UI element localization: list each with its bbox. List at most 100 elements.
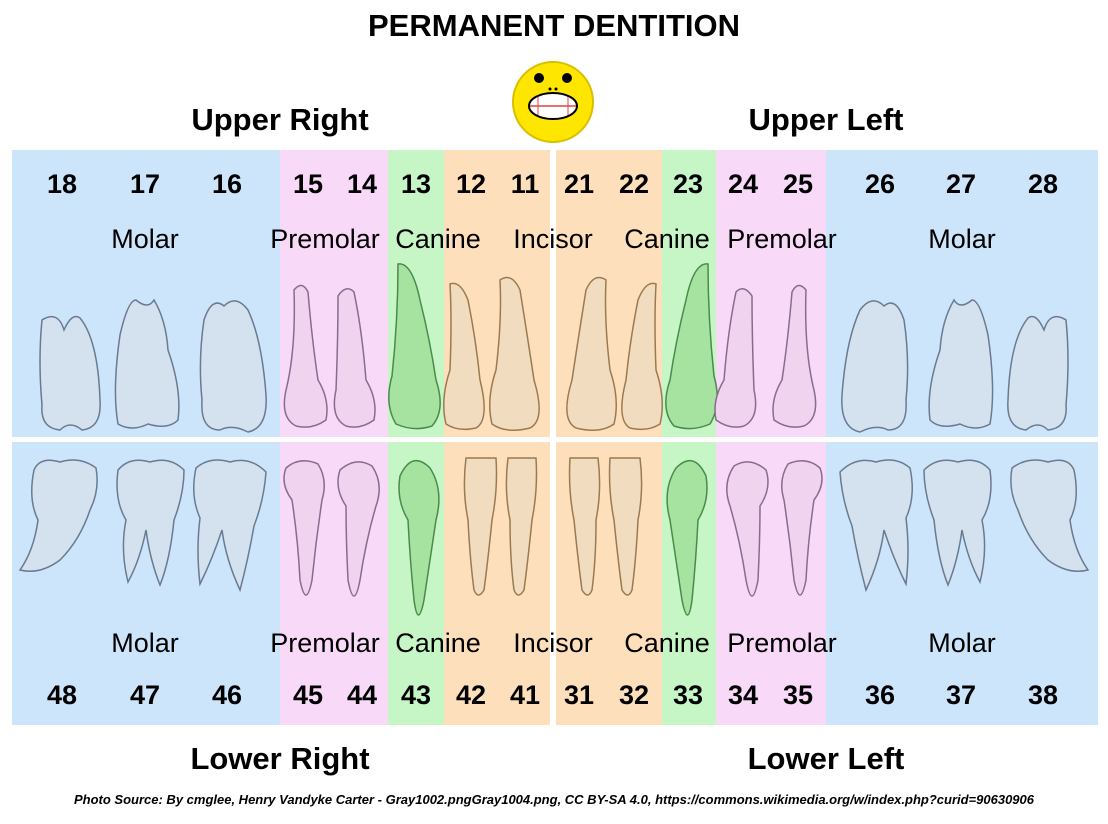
tooth-number: 31 — [563, 680, 595, 710]
tooth-number: 25 — [782, 169, 814, 199]
incisor-tooth-42 — [463, 457, 498, 596]
upper-left-molars — [841, 298, 1069, 433]
canine-tooth-33 — [666, 459, 708, 616]
type-label-molar: Molar — [928, 628, 996, 658]
tooth-number: 23 — [672, 169, 704, 199]
tooth-number: 32 — [618, 680, 650, 710]
page-title: PERMANENT DENTITION — [368, 8, 740, 43]
upper-incisors — [443, 276, 663, 431]
lower-left-canine — [666, 459, 708, 616]
molar-tooth-28 — [1007, 315, 1069, 431]
tooth-number: 46 — [211, 680, 243, 710]
premolar-tooth-44 — [337, 461, 380, 597]
quadrant-upper-right: Upper Right — [191, 102, 369, 137]
upper-right-canine — [388, 263, 441, 430]
incisor-tooth-22 — [621, 282, 663, 431]
tooth-number: 26 — [864, 169, 896, 199]
molar-tooth-26 — [841, 300, 909, 433]
photo-source-credit: Photo Source: By cmglee, Henry Vandyke C… — [73, 792, 1034, 807]
canine-tooth-23 — [665, 263, 718, 430]
type-label-premolar: Premolar — [727, 628, 837, 658]
incisor-tooth-11 — [489, 276, 540, 431]
tooth-number: 17 — [129, 169, 161, 199]
type-label-premolar: Premolar — [270, 628, 380, 658]
quadrant-lower-right: Lower Right — [190, 741, 370, 776]
premolar-tooth-24 — [714, 288, 757, 428]
tooth-number: 12 — [455, 169, 487, 199]
incisor-tooth-32 — [608, 457, 643, 596]
upper-left-canine — [665, 263, 718, 430]
molar-tooth-46 — [193, 459, 267, 593]
incisor-tooth-12 — [443, 282, 485, 431]
midline-divider — [550, 150, 556, 725]
type-label-canine: Canine — [624, 628, 710, 658]
lower-left-premolars — [726, 460, 823, 597]
tooth-number: 14 — [346, 169, 378, 199]
tooth-number: 42 — [455, 680, 487, 710]
tooth-number: 43 — [400, 680, 432, 710]
canine-tooth-13 — [388, 263, 441, 430]
tooth-number: 48 — [46, 680, 78, 710]
type-label-incisor: Incisor — [513, 224, 593, 254]
premolar-tooth-14 — [333, 288, 376, 428]
molar-tooth-36 — [839, 459, 913, 593]
premolar-tooth-35 — [781, 460, 823, 596]
incisor-tooth-21 — [566, 276, 617, 431]
incisor-tooth-41 — [505, 457, 538, 596]
type-label-molar: Molar — [111, 224, 179, 254]
tooth-number: 28 — [1027, 169, 1059, 199]
tooth-number: 47 — [129, 680, 161, 710]
tooth-number: 36 — [864, 680, 896, 710]
tooth-number: 33 — [672, 680, 704, 710]
tooth-number: 27 — [945, 169, 977, 199]
smiley-face-icon — [512, 61, 594, 143]
lower-right-premolars — [283, 460, 380, 597]
molar-tooth-48 — [18, 459, 98, 572]
type-label-molar: Molar — [111, 628, 179, 658]
molar-tooth-37 — [923, 459, 992, 588]
tooth-number: 22 — [618, 169, 650, 199]
molar-tooth-17 — [114, 298, 180, 429]
upper-right-molars — [39, 298, 267, 433]
type-label-canine: Canine — [395, 224, 481, 254]
quadrant-lower-left: Lower Left — [747, 741, 905, 776]
tooth-number: 37 — [945, 680, 977, 710]
tooth-number: 15 — [292, 169, 324, 199]
molar-tooth-16 — [199, 300, 267, 433]
lower-left-molars — [839, 459, 1090, 593]
molar-tooth-38 — [1010, 459, 1090, 572]
tooth-number: 35 — [782, 680, 814, 710]
upper-right-premolars — [283, 284, 376, 428]
tooth-number: 24 — [727, 169, 759, 199]
quadrant-upper-left: Upper Left — [748, 102, 904, 137]
tooth-number: 38 — [1027, 680, 1059, 710]
tooth-number: 11 — [510, 169, 540, 199]
tooth-number: 41 — [509, 680, 541, 710]
molar-tooth-18 — [39, 315, 101, 431]
canine-tooth-43 — [398, 459, 440, 616]
type-label-canine: Canine — [624, 224, 710, 254]
tooth-number: 13 — [400, 169, 432, 199]
lower-right-canine — [398, 459, 440, 616]
type-label-canine: Canine — [395, 628, 481, 658]
premolar-tooth-34 — [726, 461, 769, 597]
type-label-incisor: Incisor — [513, 628, 593, 658]
premolar-tooth-25 — [772, 284, 817, 428]
tooth-number: 18 — [46, 169, 78, 199]
tooth-number: 21 — [563, 169, 595, 199]
molar-tooth-47 — [116, 459, 185, 588]
lower-right-molars — [18, 459, 267, 593]
type-label-premolar: Premolar — [270, 224, 380, 254]
premolar-tooth-45 — [283, 460, 325, 596]
tooth-number: 34 — [727, 680, 759, 710]
lower-incisors — [463, 457, 643, 596]
tooth-number: 16 — [211, 169, 243, 199]
tooth-number: 44 — [346, 680, 378, 710]
incisor-tooth-31 — [568, 457, 601, 596]
type-label-premolar: Premolar — [727, 224, 837, 254]
premolar-tooth-15 — [283, 284, 328, 428]
molar-tooth-27 — [928, 298, 994, 429]
type-label-molar: Molar — [928, 224, 996, 254]
upper-left-premolars — [714, 284, 817, 428]
